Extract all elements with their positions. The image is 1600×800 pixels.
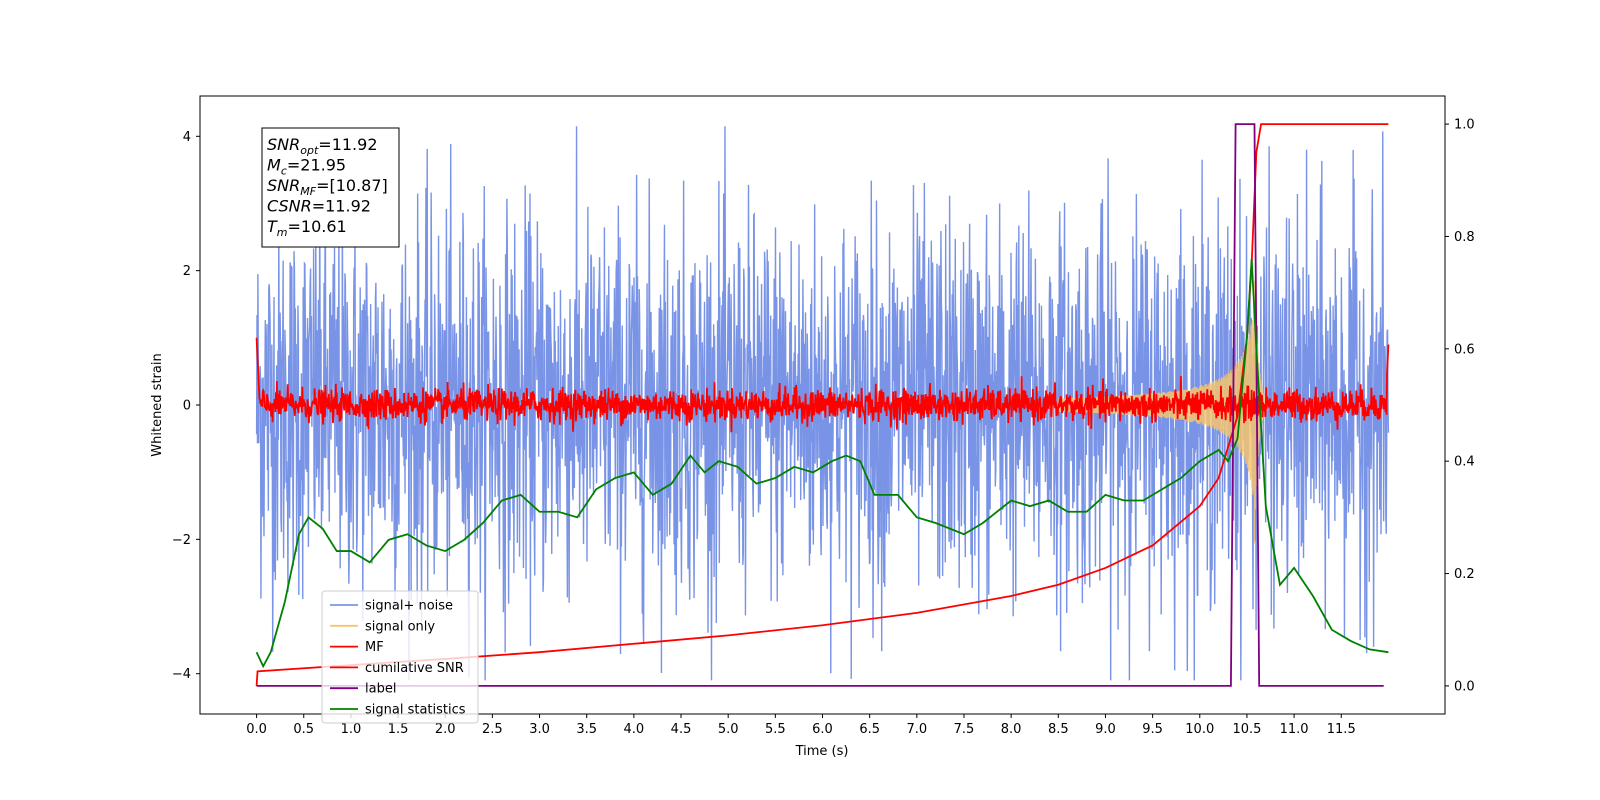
x-tick-label: 9.0	[1095, 722, 1116, 737]
y2-tick-label: 0.4	[1454, 455, 1475, 470]
info-line: SNRMF=[10.87]	[267, 176, 388, 198]
y-tick-label: −4	[172, 667, 191, 682]
series-signal-statistics	[255, 258, 1389, 669]
y-tick-label: −2	[172, 533, 191, 548]
x-tick-label: 4.0	[624, 722, 645, 737]
y-axis-label: Whitened strain	[150, 353, 165, 456]
info-line: Tm=10.61	[267, 217, 347, 239]
y2-tick-label: 0.2	[1454, 567, 1475, 582]
x-tick-label: 7.5	[954, 722, 975, 737]
x-tick-label: 5.5	[765, 722, 786, 737]
legend-label-mf: MF	[365, 640, 384, 655]
x-axis-label: Time (s)	[795, 744, 849, 759]
x-tick-label: 7.0	[906, 722, 927, 737]
x-tick-label: 2.5	[482, 722, 503, 737]
x-tick-label: 6.0	[812, 722, 833, 737]
legend-label-signal-noise: signal+ noise	[365, 599, 453, 614]
y-axis-left: −4 −2 0 2 4	[172, 130, 200, 682]
legend: signal+ noise signal only MF cumilative SNR…	[321, 590, 479, 724]
legend-label-cumilative-snr: cumilative SNR	[365, 661, 464, 676]
legend-label-signal-only: signal only	[365, 619, 435, 634]
x-tick-label: 11.0	[1280, 722, 1309, 737]
x-tick-label: 9.5	[1142, 722, 1163, 737]
info-line: CSNR=11.92	[267, 197, 371, 216]
info-box: SNRopt=11.92Mc=21.95SNRMF=[10.87]CSNR=11…	[261, 127, 400, 248]
x-axis: 0.0 0.5 1.0 1.5 2.0 2.5 3.0 3.5 4.0 4.5 5.0 5.5 6.0 6…	[246, 714, 1356, 737]
x-tick-label: 1.0	[341, 722, 362, 737]
legend-label-label: label	[365, 682, 396, 697]
series-signal-noise	[255, 126, 1390, 681]
x-tick-label: 1.5	[388, 722, 409, 737]
x-tick-label: 3.0	[529, 722, 550, 737]
info-box-frame	[261, 127, 400, 248]
x-tick-label: 6.5	[859, 722, 880, 737]
x-tick-label: 11.5	[1327, 722, 1356, 737]
x-tick-label: 5.0	[718, 722, 739, 737]
x-tick-label: 2.0	[435, 722, 456, 737]
y-axis-right: 0.0 0.2 0.4 0.6 0.8 1.0	[1445, 118, 1475, 694]
x-tick-label: 8.5	[1048, 722, 1069, 737]
y-tick-label: 4	[183, 130, 191, 145]
x-tick-label: 0.5	[293, 722, 314, 737]
x-tick-label: 3.5	[576, 722, 597, 737]
y-tick-label: 0	[183, 399, 191, 414]
y2-tick-label: 0.6	[1454, 342, 1475, 357]
legend-frame	[321, 590, 479, 724]
y2-tick-label: 1.0	[1454, 118, 1475, 133]
x-tick-label: 4.5	[671, 722, 692, 737]
y2-tick-label: 0.0	[1454, 679, 1475, 694]
series-mf	[255, 337, 1390, 433]
info-line: Mc=21.95	[267, 156, 346, 178]
y-tick-label: 2	[183, 264, 191, 279]
info-line: SNRopt=11.92	[267, 135, 378, 157]
x-tick-label: 8.0	[1001, 722, 1022, 737]
x-tick-label: 10.0	[1185, 722, 1214, 737]
legend-label-signal-statistics: signal statistics	[365, 703, 466, 718]
y2-tick-label: 0.8	[1454, 230, 1475, 245]
x-tick-label: 0.0	[246, 722, 267, 737]
x-tick-label: 10.5	[1232, 722, 1261, 737]
series-label	[256, 123, 1384, 687]
